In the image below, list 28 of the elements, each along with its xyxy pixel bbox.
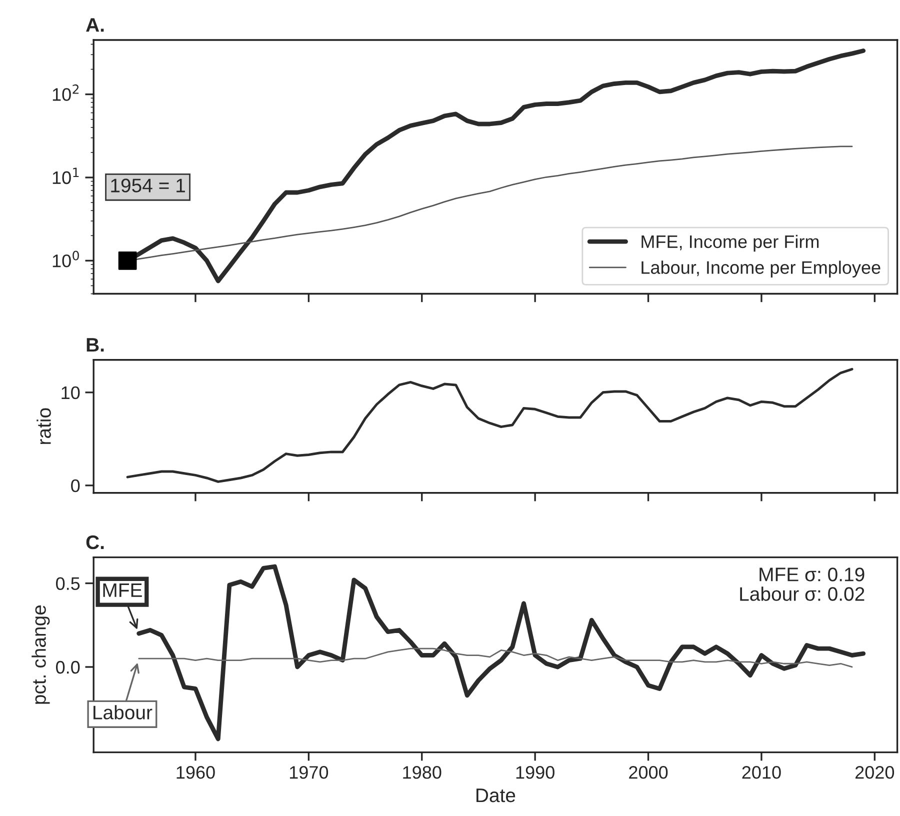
annotation: MFE σ: 0.19 Labour σ: 0.02 — [740, 568, 864, 601]
annotation: MFE — [103, 583, 142, 597]
y-tick-label: 10$^{2}$ — [52, 84, 79, 101]
x-tick-label: 2000 — [629, 766, 668, 779]
legend-label: MFE, Income per Firm — [642, 234, 819, 252]
y-tick-label: 10 — [62, 386, 80, 400]
x-axis-title: Date — [476, 788, 516, 802]
y-tick-label: 0 — [71, 479, 80, 492]
legend-label: Labour, Income per Employee — [642, 260, 880, 278]
chart-title: C. — [86, 535, 104, 550]
annotation: 1954 = 1 — [111, 178, 185, 192]
y-axis-title: ratio — [36, 408, 51, 444]
y-axis-title: pct. change — [32, 605, 50, 704]
line-series — [138, 648, 853, 668]
x-tick-label: 2020 — [855, 766, 894, 779]
y-tick-label: 10$^{0}$ — [52, 250, 79, 268]
x-tick-label: 1990 — [516, 766, 554, 779]
y-tick-label: 10$^{1}$ — [52, 168, 79, 184]
line-series — [126, 368, 854, 483]
x-tick-label: 1970 — [290, 766, 328, 779]
x-tick-label: 1960 — [176, 766, 215, 779]
y-tick-label: 0.0 — [56, 660, 80, 674]
y-tick-label: 0.5 — [56, 577, 80, 590]
x-tick-label: 1980 — [403, 766, 442, 779]
annotation: Labour — [94, 705, 152, 720]
chart-title: A. — [86, 18, 104, 32]
chart-title: B. — [86, 338, 104, 352]
x-tick-label: 2010 — [742, 766, 781, 779]
